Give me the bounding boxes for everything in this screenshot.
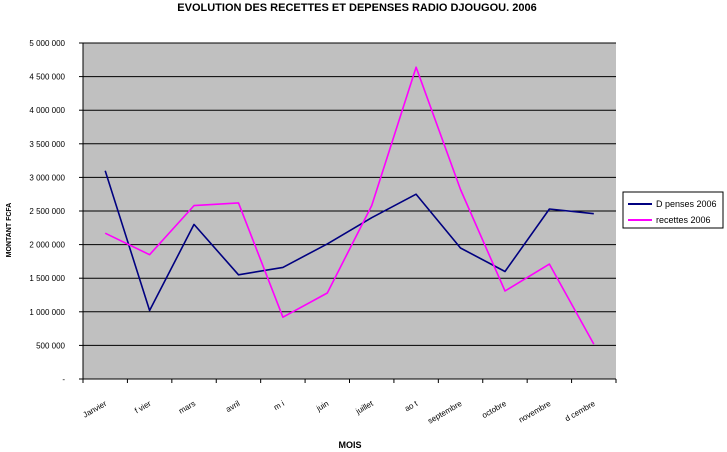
x-tick-label: juin xyxy=(314,399,330,414)
y-tick-label: 4 000 000 xyxy=(29,106,65,115)
x-tick-label: ao t xyxy=(403,399,420,414)
x-axis-title: MOIS xyxy=(338,440,361,450)
y-tick-label: 2 500 000 xyxy=(29,207,65,216)
x-tick-label: novembre xyxy=(517,399,553,425)
x-tick-label: f vier xyxy=(133,399,153,416)
x-tick-label: d cembre xyxy=(563,399,597,424)
y-tick-label: 1 500 000 xyxy=(29,274,65,283)
y-tick-label: - xyxy=(62,375,65,384)
x-tick-label: juillet xyxy=(354,399,376,417)
legend-box xyxy=(622,191,724,229)
x-axis-ticks: Janvier f vier mars avril m i juin juillet ao t… xyxy=(81,379,617,426)
y-axis-ticks: - 500 000 1 000 000 1 500 000 2 000 000 2 500… xyxy=(29,39,83,384)
gridlines xyxy=(83,42,616,346)
legend: D penses 2006 recettes 2006 xyxy=(622,191,724,229)
y-tick-label: 3 000 000 xyxy=(29,173,65,182)
y-tick-label: 1 000 000 xyxy=(29,308,65,317)
x-tick-label: octobre xyxy=(480,399,508,420)
x-tick-label: m i xyxy=(272,399,286,412)
x-tick-label: Janvier xyxy=(81,399,108,420)
series-line-1 xyxy=(104,66,595,345)
y-axis-title: MONTANT FCFA xyxy=(6,203,13,258)
series-lines xyxy=(104,66,595,345)
legend-label-recettes: recettes 2006 xyxy=(656,215,711,225)
chart-title: EVOLUTION DES RECETTES ET DEPENSES RADIO… xyxy=(177,2,536,14)
x-tick-label: mars xyxy=(177,399,197,416)
x-tick-label: septembre xyxy=(426,399,464,426)
legend-label-depenses: D penses 2006 xyxy=(656,199,717,209)
x-tick-label: avril xyxy=(224,399,241,414)
y-tick-label: 500 000 xyxy=(36,341,65,350)
y-tick-label: 5 000 000 xyxy=(29,39,65,48)
series-line-0 xyxy=(104,170,594,312)
y-tick-label: 3 500 000 xyxy=(29,140,65,149)
y-tick-label: 4 500 000 xyxy=(29,73,65,82)
y-tick-label: 2 000 000 xyxy=(29,241,65,250)
